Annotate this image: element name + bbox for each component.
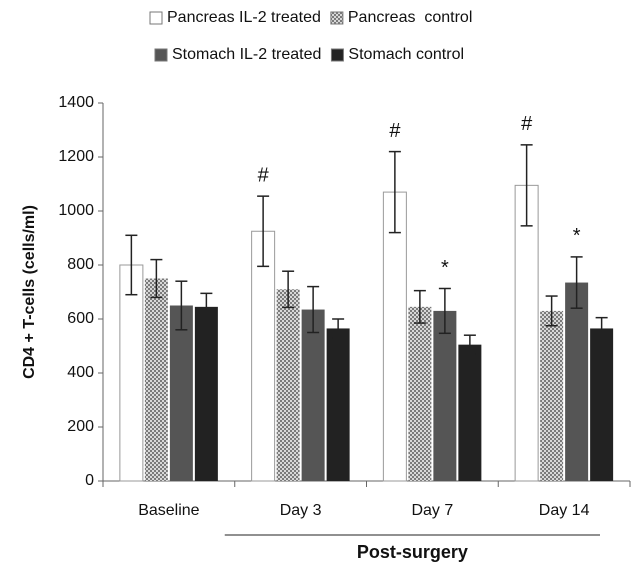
y-tick-label: 1400 [58, 94, 94, 111]
bar [382, 191, 407, 482]
y-tick-label: 600 [67, 310, 94, 327]
error-bar [125, 234, 138, 296]
legend-swatch [149, 11, 163, 25]
annotation: # [521, 113, 533, 135]
y-tick-label: 1200 [58, 148, 94, 165]
error-bar [413, 289, 426, 324]
annotation: * [573, 225, 581, 247]
y-tick-label: 0 [85, 472, 94, 489]
x-tick-label: Baseline [138, 502, 199, 519]
bar [408, 306, 432, 481]
error-bar [282, 270, 295, 309]
bar [251, 230, 276, 482]
error-bar [595, 316, 608, 340]
bar [326, 328, 350, 481]
error-bar [388, 150, 401, 234]
annotation: * [441, 257, 449, 279]
bar [514, 184, 539, 482]
error-bar [257, 195, 270, 268]
bar [540, 310, 564, 481]
y-tick-label: 400 [67, 364, 94, 381]
legend-swatch [330, 48, 344, 62]
annotation: # [258, 164, 270, 186]
x-tick-label: Day 3 [280, 502, 322, 519]
legend-label: Stomach control [348, 46, 464, 63]
error-bar [463, 334, 476, 355]
group-label: Post-surgery [357, 542, 468, 562]
y-axis-label: CD4 + T-cells (cells/ml) [21, 205, 38, 379]
bar [194, 306, 218, 481]
legend-swatch [330, 11, 344, 25]
error-bar [520, 144, 533, 227]
legend-swatch [154, 48, 168, 62]
x-tick-label: Day 7 [411, 502, 453, 519]
error-bar [150, 258, 163, 299]
annotation: # [389, 120, 401, 142]
legend-label: Stomach IL-2 treated [172, 46, 321, 63]
x-tick-label: Day 14 [539, 502, 590, 519]
error-bar [545, 295, 558, 327]
y-tick-label: 200 [67, 418, 94, 435]
bar [276, 289, 300, 481]
bar [433, 310, 457, 481]
bar [565, 282, 589, 481]
error-bar [175, 280, 188, 331]
y-tick-label: 800 [67, 256, 94, 273]
bar [144, 278, 168, 481]
error-bar [200, 292, 213, 322]
error-bar [307, 285, 320, 334]
bar [301, 309, 325, 481]
legend-label: Pancreas IL-2 treated [167, 9, 321, 26]
error-bar [332, 318, 345, 339]
y-tick-label: 1000 [58, 202, 94, 219]
bar [590, 328, 614, 481]
error-bar [438, 287, 451, 335]
bar [119, 264, 144, 482]
legend-label: Pancreas control [348, 9, 473, 26]
bar [169, 305, 193, 481]
bar [458, 344, 482, 481]
error-bar [570, 256, 583, 309]
